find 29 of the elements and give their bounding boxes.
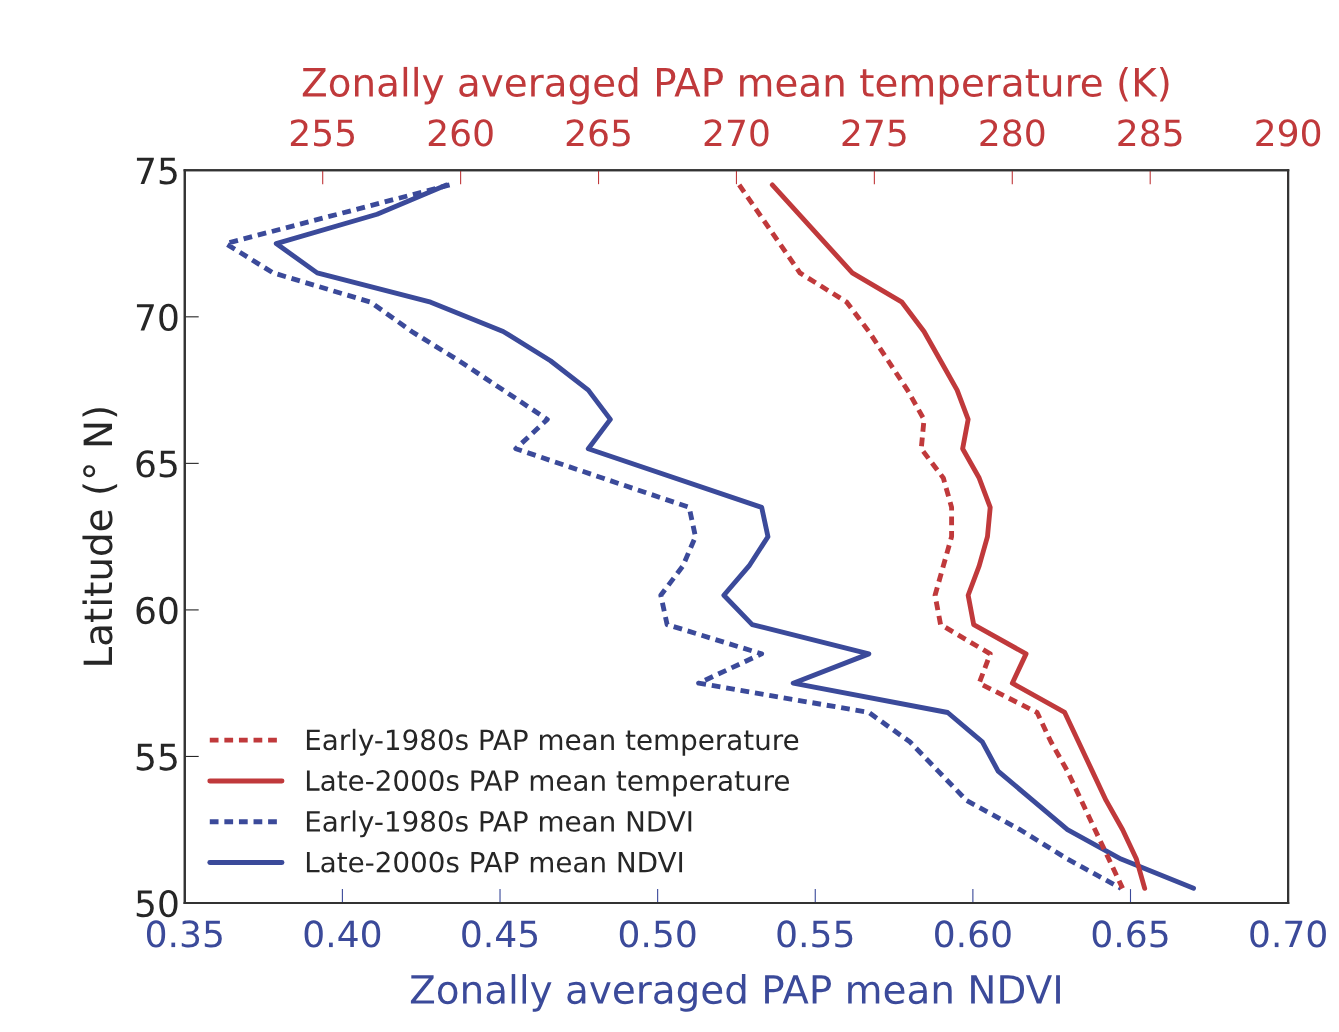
y-tick-label: 75: [136, 157, 177, 185]
x2-tick-label: 290: [1256, 119, 1321, 147]
x-tick-label: 0.70: [1250, 920, 1326, 948]
y-tick-label: 60: [136, 596, 178, 625]
x2-tick-label: 285: [1118, 119, 1182, 147]
x2-axis-title: Zonally averaged PAP mean temperature (K): [302, 66, 1169, 105]
legend-label: Late-2000s PAP mean NDVI: [306, 851, 683, 873]
x-tick-label: 0.60: [935, 920, 1011, 948]
x2-tick-label: 275: [842, 119, 906, 147]
x-tick-label: 0.45: [462, 920, 538, 948]
legend-label: Late-2000s PAP mean temperature: [306, 770, 789, 797]
x-tick-label: 0.40: [304, 920, 381, 948]
x2-tick-label: 265: [566, 119, 630, 147]
x-axis-title: Zonally averaged PAP mean NDVI: [410, 974, 1060, 1012]
x2-tick-label: 280: [980, 119, 1045, 147]
x-tick-label: 0.35: [146, 920, 222, 948]
x-tick-label: 0.55: [777, 920, 853, 948]
y-axis-title: Latitude (° N): [82, 408, 118, 665]
y-tick-label: 55: [136, 743, 177, 771]
x2-tick-label: 255: [290, 119, 355, 147]
legend-label: Early-1980s PAP mean NDVI: [306, 810, 692, 838]
y-tick-label: 50: [136, 889, 178, 918]
x-tick-label: 0.50: [619, 920, 696, 948]
x-tick-label: 0.65: [1092, 920, 1168, 948]
legend-label: Early-1980s PAP mean temperature: [306, 728, 799, 756]
y-tick-label: 65: [136, 450, 177, 478]
x2-tick-label: 270: [704, 119, 769, 147]
y-tick-label: 70: [136, 303, 178, 332]
x2-tick-label: 260: [428, 119, 493, 147]
